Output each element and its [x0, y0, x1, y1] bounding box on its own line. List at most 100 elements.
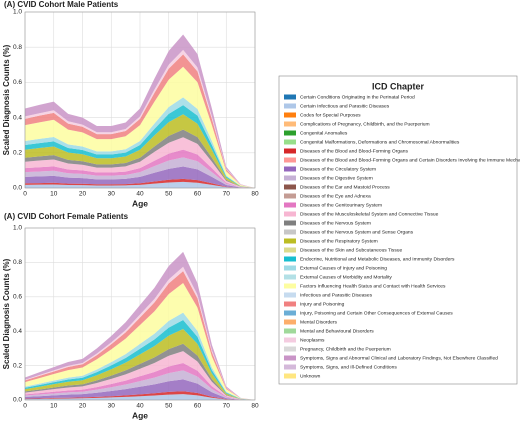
area: Diseases of the Blood and Blood-Forming …: [25, 391, 255, 400]
area: Factors Influencing Health Status and Co…: [25, 283, 255, 400]
legend-label: Injury and Poisoning: [300, 301, 345, 307]
area: Endocrine, Nutritional and Metabolic Dis…: [25, 105, 255, 188]
area: Diseases of the Respiratory System: [25, 114, 255, 188]
legend-label: Diseases of the Musculoskeletal System a…: [300, 211, 439, 217]
plot-frame: [24, 227, 256, 401]
x-tick-label: 40: [136, 403, 144, 410]
legend-swatch: [284, 184, 296, 190]
legend-swatch: [284, 94, 296, 100]
legend-swatch: [284, 328, 296, 334]
area: Endocrine, Nutritional and Metabolic Dis…: [25, 320, 255, 400]
legend-label: Congenital Malformations, Deformations a…: [300, 139, 460, 145]
legend-label: Infectious and Parasitic Diseases: [300, 292, 373, 298]
legend-label: External Causes of Injury and Poisoning: [300, 265, 387, 271]
area: Injury and Poisoning: [25, 271, 255, 400]
legend-box: [278, 75, 518, 385]
y-tick-label: 1.0: [13, 9, 22, 16]
legend-swatch: [284, 130, 296, 136]
legend-label: Unknown: [300, 373, 321, 379]
x-tick-label: 80: [251, 191, 259, 198]
legend-swatch: [284, 157, 296, 163]
y-axis-label: Scaled Diagnosis Counts (%): [2, 258, 11, 369]
legend-swatch: [284, 256, 296, 262]
area: Symptoms, Signs and Abnormal Clinical an…: [25, 251, 255, 400]
legend-label: Diseases of the Respiratory System: [300, 238, 378, 244]
chart-title: (A) CVID Cohort Female Patients: [4, 212, 129, 221]
y-tick-label: 0.4: [13, 114, 22, 121]
area: Diseases of the Nervous System: [25, 129, 255, 188]
legend-swatch: [284, 229, 296, 235]
legend-label: Factors Influencing Health Status and Co…: [300, 283, 446, 289]
legend-swatch: [284, 148, 296, 154]
legend-label: Diseases of the Eye and Adnexa: [300, 193, 371, 199]
area: External Causes of Injury and Poisoning: [25, 97, 255, 188]
x-tick-label: 70: [223, 191, 231, 198]
legend-swatch: [284, 373, 296, 379]
legend-swatch: [284, 139, 296, 145]
x-tick-label: 10: [50, 403, 58, 410]
x-tick-label: 70: [223, 403, 231, 410]
area: Diseases of the Musculoskeletal System a…: [25, 137, 255, 188]
legend-swatch: [284, 112, 296, 118]
x-tick-label: 50: [165, 191, 173, 198]
legend-label: Codes for Special Purposes: [300, 112, 361, 118]
legend-label: Diseases of the Nervous System: [300, 220, 371, 226]
area: Diseases of the Genitourinary System: [25, 363, 255, 400]
area: Diseases of the Digestive System: [25, 370, 255, 400]
x-tick-label: 30: [108, 403, 116, 410]
legend-swatch: [284, 220, 296, 226]
area: Diseases of the Musculoskeletal System a…: [25, 351, 255, 400]
legend-swatch: [284, 265, 296, 271]
legend-label: Certain Conditions Originating in the Pe…: [300, 94, 415, 100]
x-tick-label: 80: [251, 403, 259, 410]
legend-swatch: [284, 310, 296, 316]
y-tick-label: 0.2: [13, 150, 22, 157]
legend-swatch: [284, 175, 296, 181]
legend-label: Mental Disorders: [300, 319, 338, 325]
x-tick-label: 10: [50, 191, 58, 198]
legend-label: Diseases of the Blood and Blood-Forming …: [300, 148, 408, 154]
legend-swatch: [284, 103, 296, 109]
area: Certain Infectious and Parasitic Disease…: [25, 394, 255, 400]
legend-label: Diseases of the Circulatory System: [300, 166, 376, 172]
x-tick-label: 40: [136, 191, 144, 198]
legend-swatch: [284, 211, 296, 217]
y-axis-label: Scaled Diagnosis Counts (%): [2, 44, 11, 155]
plot-frame: [24, 11, 256, 189]
y-tick-label: 1.0: [13, 225, 22, 232]
legend-label: Neoplasms: [300, 337, 325, 343]
legend-swatch: [284, 346, 296, 352]
area: External Causes of Injury and Poisoning: [25, 312, 255, 400]
area: Diseases of the Circulatory System: [25, 379, 255, 400]
legend-label: Mental and Behavioural Disorders: [300, 328, 374, 334]
y-tick-label: 0.8: [13, 44, 22, 51]
area: Diseases of the Respiratory System: [25, 328, 255, 400]
legend-swatch: [284, 247, 296, 253]
x-tick-label: 60: [194, 403, 202, 410]
area: Injury and Poisoning: [25, 54, 255, 188]
legend-swatch: [284, 355, 296, 361]
legend-label: Certain Infectious and Parasitic Disease…: [300, 103, 390, 109]
x-tick-label: 20: [79, 191, 87, 198]
y-tick-label: 0.4: [13, 328, 22, 335]
area: Certain Infectious and Parasitic Disease…: [25, 181, 255, 188]
legend-label: Congenital Anomalies: [300, 130, 348, 136]
legend-swatch: [284, 202, 296, 208]
y-tick-label: 0.6: [13, 79, 22, 86]
legend-swatch: [284, 292, 296, 298]
legend-label: Complications of Pregnancy, Childbirth, …: [300, 121, 430, 127]
chart-title: (A) CVID Cohort Male Patients: [4, 0, 119, 9]
y-tick-label: 0.2: [13, 362, 22, 369]
legend-label: External Causes of Morbidity and Mortali…: [300, 274, 392, 280]
legend-label: Diseases of the Digestive System: [300, 175, 373, 181]
y-tick-label: 0.8: [13, 259, 22, 266]
legend-label: Symptoms, Signs and Abnormal Clinical an…: [300, 355, 498, 361]
y-tick-label: 0.6: [13, 294, 22, 301]
legend-swatch: [284, 274, 296, 280]
x-tick-label: 60: [194, 191, 202, 198]
area: Diseases of the Blood and Blood-Forming …: [25, 178, 255, 188]
x-tick-label: 0: [23, 191, 27, 198]
legend-label: Diseases of the Genitourinary System: [300, 202, 382, 208]
area: Diseases of the Nervous System: [25, 343, 255, 400]
